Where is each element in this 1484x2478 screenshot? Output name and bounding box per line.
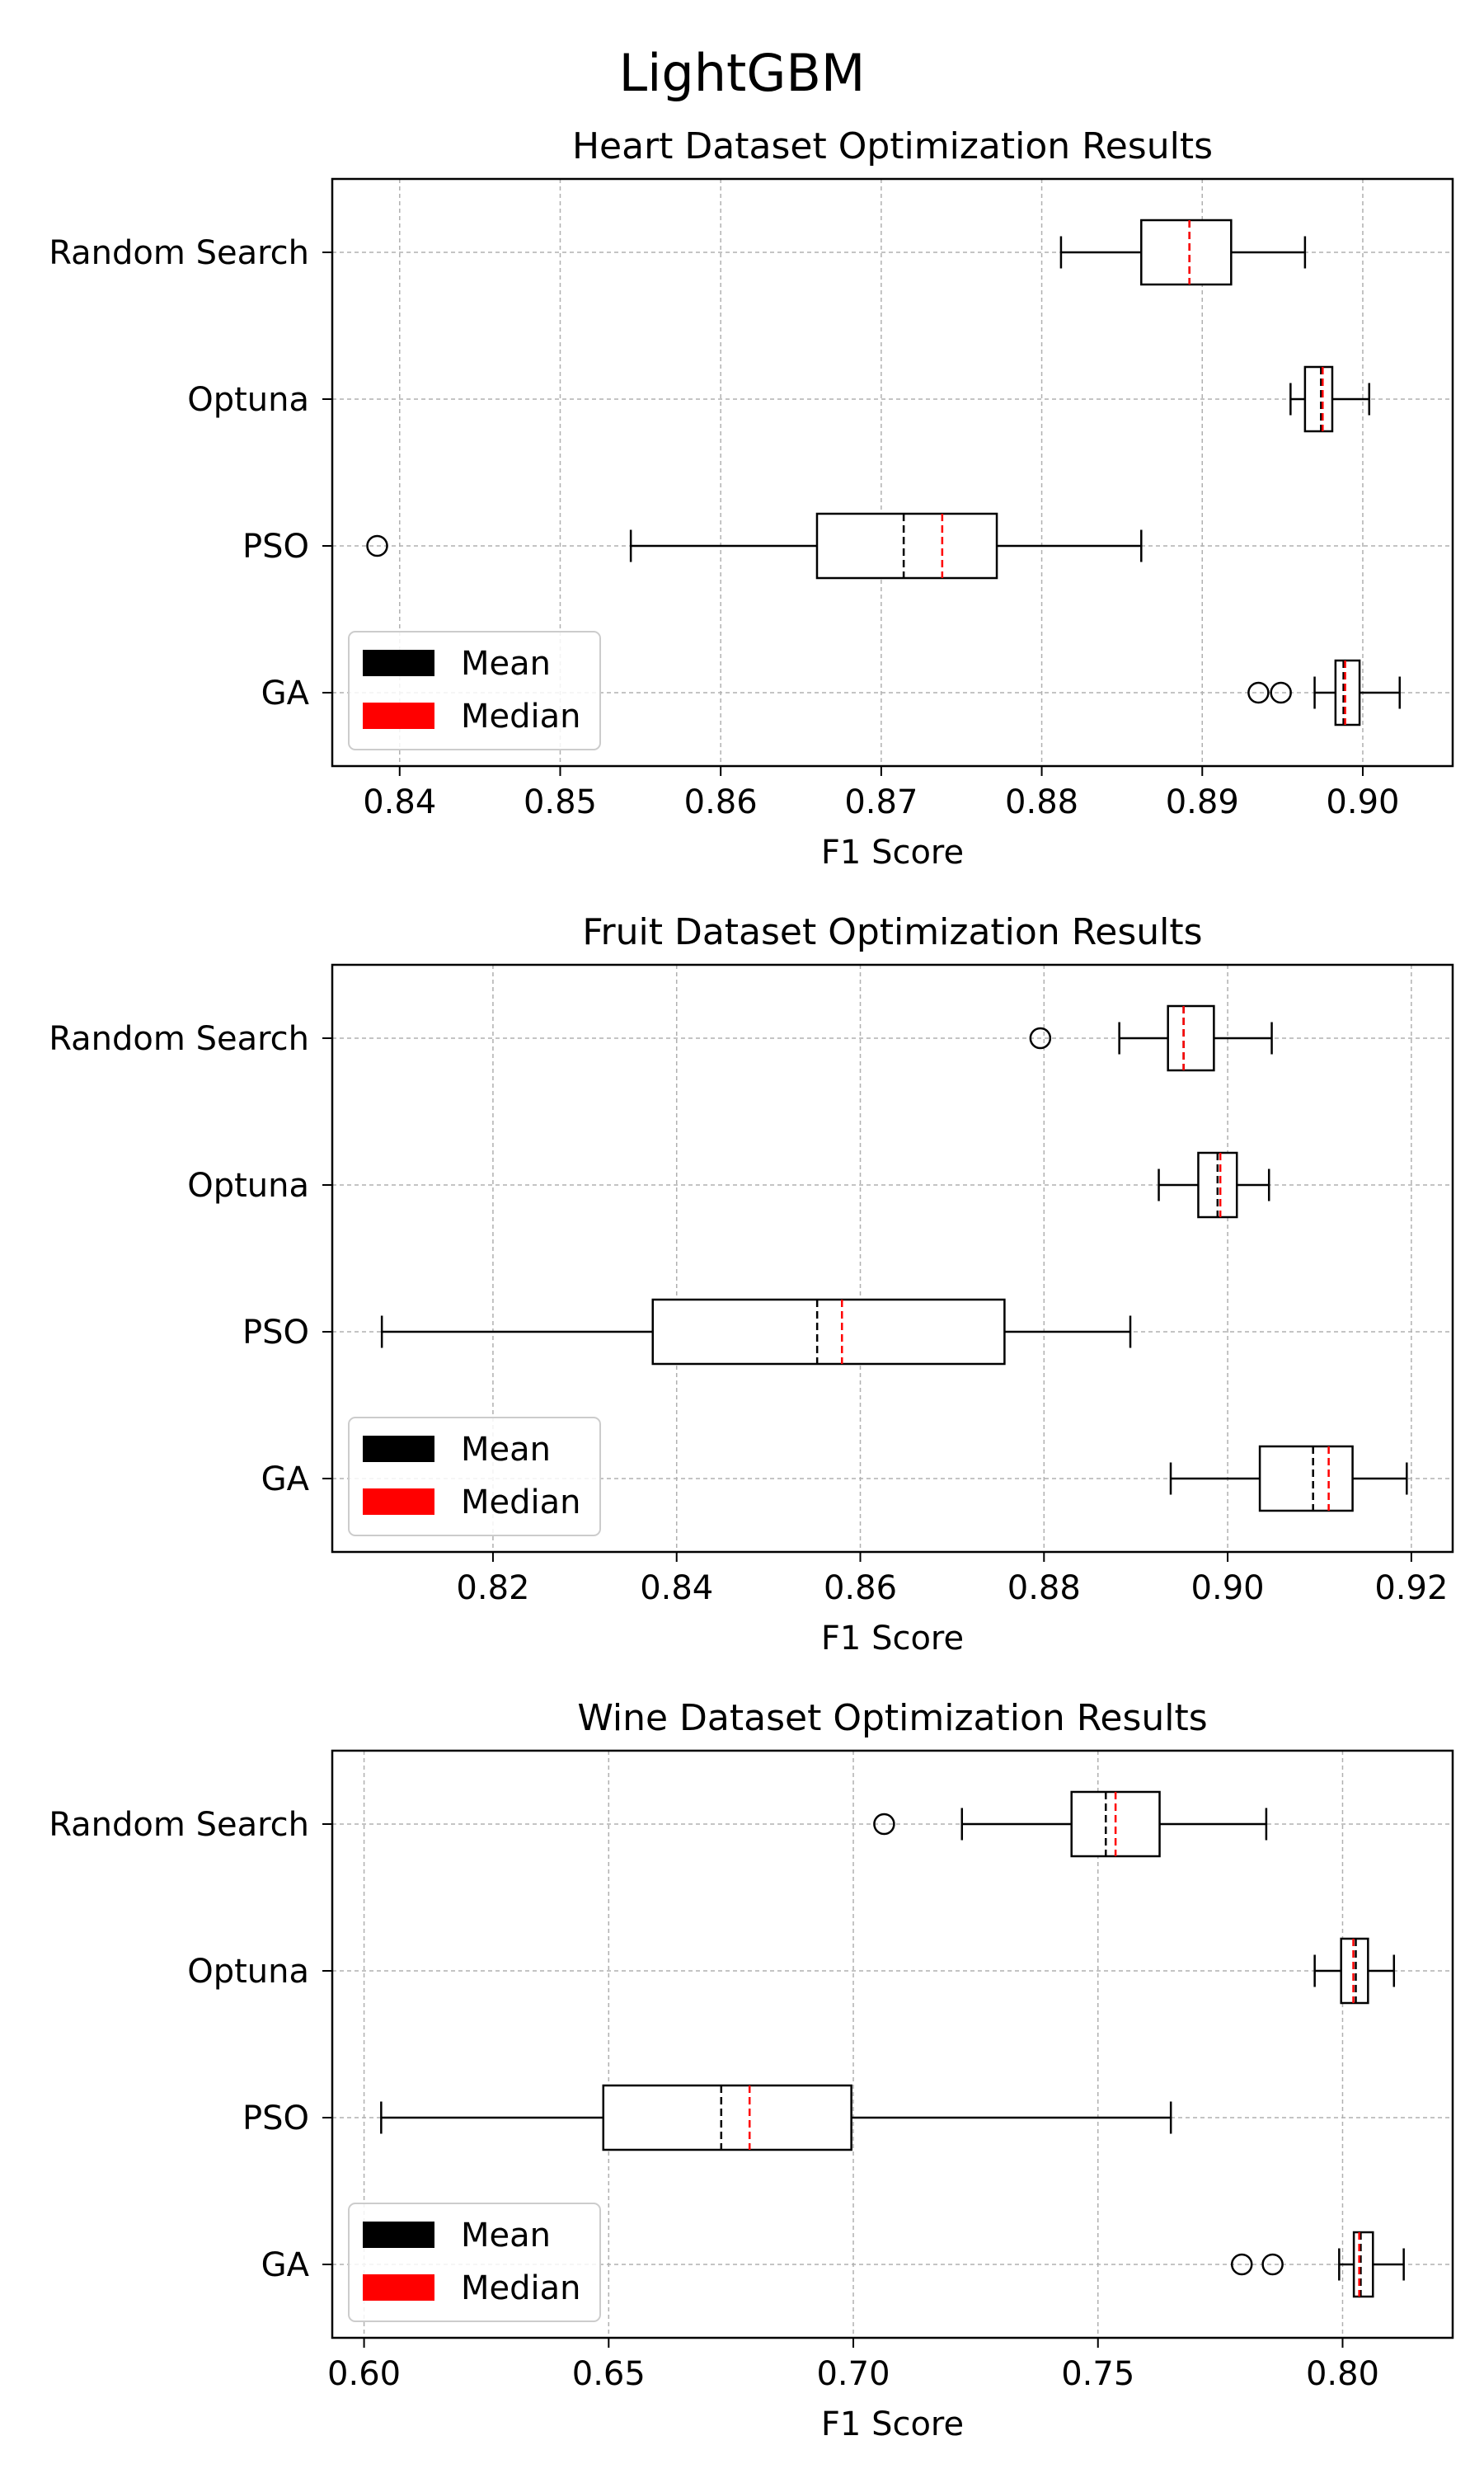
legend-swatch-mean [363, 2222, 434, 2248]
outlier-point [873, 1813, 895, 1836]
x-tick-label: 0.89 [1166, 783, 1239, 821]
x-tick-label: 0.86 [684, 783, 758, 821]
y-tick-label: GA [261, 1460, 310, 1498]
y-tick-label: Optuna [187, 1167, 309, 1205]
legend-label-mean: Mean [461, 1431, 551, 1469]
legend-label-median: Median [461, 1484, 581, 1521]
x-tick-label: 0.84 [640, 1569, 713, 1607]
x-tick-label: 0.82 [456, 1569, 529, 1607]
figure-title: LightGBM [619, 43, 866, 103]
outlier-point [1247, 681, 1270, 704]
x-tick-label: 0.75 [1061, 2355, 1134, 2393]
y-tick-label: PSO [242, 2099, 309, 2137]
y-tick-label: PSO [242, 528, 309, 566]
box-pso [380, 1298, 1132, 1366]
iqr-box [1070, 1790, 1161, 1858]
x-axis-label: F1 Score [821, 1620, 964, 1657]
y-tick-label: GA [261, 2246, 310, 2284]
y-tick-label: Random Search [49, 1806, 309, 1844]
iqr-box [1197, 1151, 1238, 1219]
iqr-box [1334, 659, 1361, 726]
chart-panel-2: Wine Dataset Optimization Results 0.60 0.6… [49, 1697, 1454, 2443]
panel-title: Wine Dataset Optimization Results [577, 1697, 1207, 1739]
y-tick-label: Random Search [49, 1020, 309, 1058]
panel-title: Heart Dataset Optimization Results [572, 125, 1213, 167]
iqr-box [651, 1298, 1006, 1366]
iqr-box [1303, 365, 1334, 433]
outlier-point [1261, 2253, 1284, 2276]
axes-frame [331, 963, 1454, 1554]
x-tick-label: 0.88 [1005, 783, 1078, 821]
iqr-box [1352, 2231, 1374, 2298]
box-ga [1230, 2231, 1405, 2298]
outlier-point [1230, 2253, 1253, 2276]
iqr-box [815, 512, 998, 580]
x-tick-label: 0.70 [816, 2355, 890, 2393]
outlier-point [1270, 681, 1292, 704]
y-tick-label: PSO [242, 1314, 309, 1352]
iqr-box [1140, 219, 1233, 286]
chart-panel-0: Heart Dataset Optimization Results 0.84 0.… [49, 125, 1454, 872]
legend-swatch-median [363, 703, 434, 729]
y-tick-label: Optuna [187, 1953, 309, 1991]
x-tick-label: 0.80 [1306, 2355, 1379, 2393]
axes-frame [331, 177, 1454, 768]
outlier-point [366, 534, 388, 557]
legend: Mean Median [348, 2203, 601, 2322]
legend-swatch-mean [363, 1436, 434, 1462]
x-axis-label: F1 Score [821, 834, 964, 872]
legend-label-mean: Mean [461, 645, 551, 683]
box-optuna [1289, 365, 1371, 433]
x-tick-label: 0.88 [1007, 1569, 1081, 1607]
x-axis-label: F1 Score [821, 2405, 964, 2443]
legend-swatch-median [363, 2274, 434, 2301]
legend-swatch-median [363, 1488, 434, 1515]
x-tick-label: 0.65 [572, 2355, 646, 2393]
y-tick-label: Random Search [49, 234, 309, 272]
axes-frame [331, 1749, 1454, 2339]
box-random-search [873, 1790, 1268, 1858]
outlier-point [1029, 1027, 1052, 1050]
legend-label-mean: Mean [461, 2217, 551, 2255]
legend: Mean Median [348, 1417, 601, 1536]
x-tick-label: 0.90 [1191, 1569, 1265, 1607]
x-tick-label: 0.86 [824, 1569, 897, 1607]
panel-title: Fruit Dataset Optimization Results [582, 911, 1202, 953]
box-optuna [1158, 1151, 1270, 1219]
box-random-search [1029, 1004, 1273, 1072]
iqr-box [1340, 1937, 1369, 2005]
iqr-box [1258, 1445, 1354, 1512]
y-tick-label: Optuna [187, 381, 309, 419]
box-pso [380, 2084, 1172, 2151]
x-tick-label: 0.85 [524, 783, 597, 821]
x-tick-label: 0.84 [363, 783, 436, 821]
x-tick-label: 0.92 [1374, 1569, 1448, 1607]
x-tick-label: 0.90 [1326, 783, 1399, 821]
chart-panel-1: Fruit Dataset Optimization Results 0.82 0.… [49, 911, 1454, 1657]
box-random-search [1059, 219, 1307, 286]
legend-swatch-mean [363, 650, 434, 676]
x-tick-label: 0.60 [327, 2355, 401, 2393]
legend-label-median: Median [461, 2269, 581, 2307]
box-ga [1247, 659, 1401, 726]
box-optuna [1313, 1937, 1396, 2005]
y-tick-label: GA [261, 675, 310, 712]
iqr-box [1167, 1004, 1215, 1072]
iqr-box [602, 2084, 852, 2151]
box-pso [366, 512, 1143, 580]
legend: Mean Median [348, 631, 601, 750]
legend-label-median: Median [461, 698, 581, 736]
box-ga [1169, 1445, 1408, 1512]
x-tick-label: 0.87 [844, 783, 918, 821]
